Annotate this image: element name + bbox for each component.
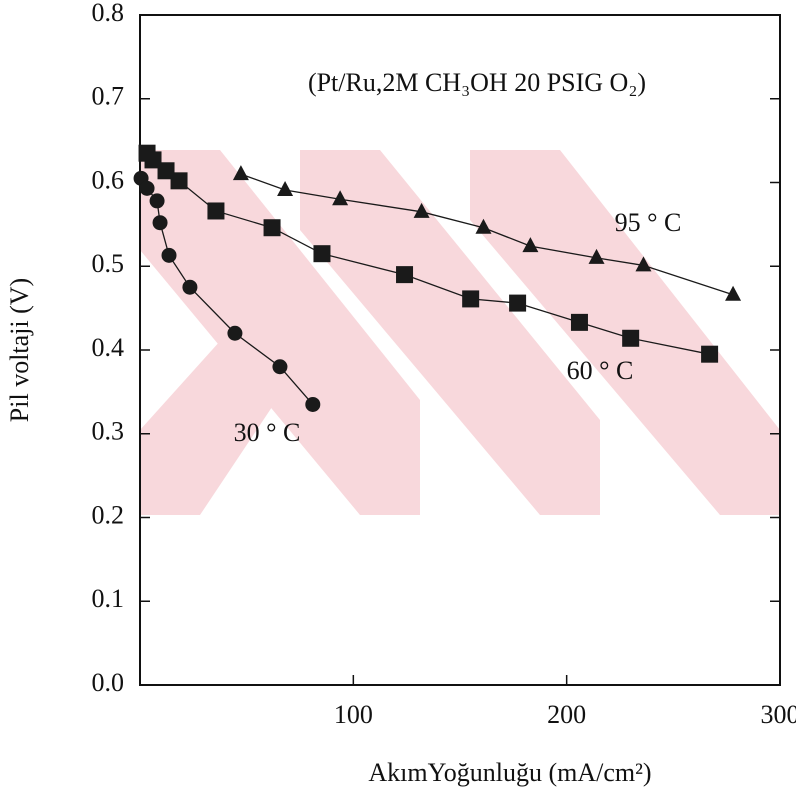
x-tick-label: 100 xyxy=(334,700,373,729)
point xyxy=(701,345,719,363)
point xyxy=(475,218,492,234)
annotation: (Pt/Ru,2M CH₃OH 20 PSIG O₂) xyxy=(308,68,646,97)
y-tick-label: 0.3 xyxy=(92,417,125,446)
point xyxy=(227,325,243,341)
point xyxy=(170,172,188,190)
y-tick-label: 0.1 xyxy=(92,584,125,613)
point xyxy=(277,181,294,197)
point xyxy=(207,202,225,220)
y-tick-label: 0.6 xyxy=(92,165,125,194)
point xyxy=(144,151,162,169)
y-tick-label: 0.0 xyxy=(92,668,125,697)
point xyxy=(149,193,165,209)
point xyxy=(413,202,430,218)
series-label: 30 ° C xyxy=(234,418,301,447)
point xyxy=(725,285,742,301)
point xyxy=(161,247,177,263)
y-tick-label: 0.8 xyxy=(92,0,125,27)
point xyxy=(152,215,168,231)
x-tick-label: 200 xyxy=(547,700,586,729)
point xyxy=(462,290,480,308)
point xyxy=(622,329,640,347)
point xyxy=(272,359,288,375)
y-tick-label: 0.7 xyxy=(92,82,125,111)
point xyxy=(313,245,331,263)
point xyxy=(588,248,605,264)
x-tick-label: 300 xyxy=(761,700,796,729)
y-axis-label: Pil voltaji (V) xyxy=(5,278,34,422)
y-tick-label: 0.2 xyxy=(92,500,125,529)
point xyxy=(139,180,155,196)
point xyxy=(570,313,588,331)
series-label: 60 ° C xyxy=(567,356,634,385)
point xyxy=(305,396,321,412)
point xyxy=(522,237,539,253)
series-label: 95 ° C xyxy=(615,208,682,237)
point xyxy=(263,219,281,237)
x-axis-label: AkımYoğunluğu (mA/cm²) xyxy=(368,758,651,787)
point xyxy=(635,256,652,272)
point xyxy=(157,162,175,180)
point xyxy=(396,266,414,284)
y-tick-label: 0.5 xyxy=(92,249,125,278)
point xyxy=(332,190,349,206)
point xyxy=(182,279,198,295)
y-tick-label: 0.4 xyxy=(92,333,125,362)
point xyxy=(232,165,249,181)
point xyxy=(509,294,527,312)
